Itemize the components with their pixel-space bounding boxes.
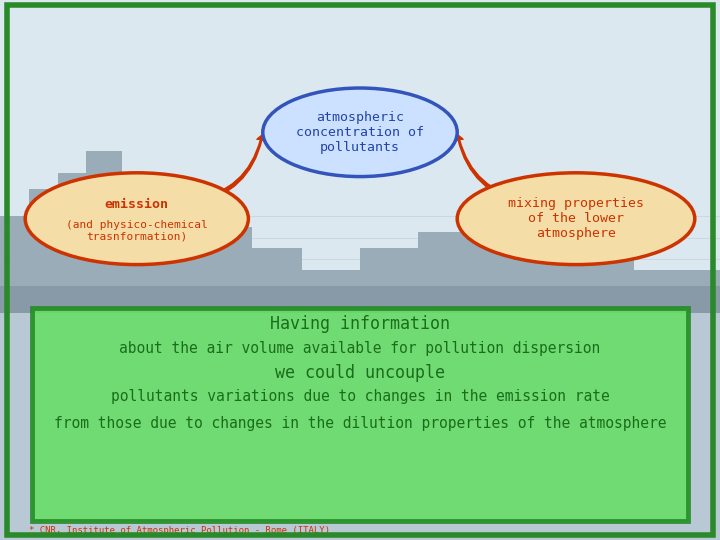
FancyBboxPatch shape <box>32 308 688 521</box>
Text: mixing properties
of the lower
atmosphere: mixing properties of the lower atmospher… <box>508 197 644 240</box>
Text: * CNR, Institute of Atmospheric Pollution - Rome (ITALY): * CNR, Institute of Atmospheric Pollutio… <box>29 526 330 535</box>
Polygon shape <box>0 286 720 313</box>
Text: atmospheric
concentration of
pollutants: atmospheric concentration of pollutants <box>296 111 424 154</box>
Text: pollutants variations due to changes in the emission rate: pollutants variations due to changes in … <box>111 389 609 404</box>
Text: about the air volume available for pollution dispersion: about the air volume available for pollu… <box>120 341 600 356</box>
Polygon shape <box>0 151 720 313</box>
FancyBboxPatch shape <box>0 302 720 540</box>
Text: (and physico-chemical
trasnformation): (and physico-chemical trasnformation) <box>66 220 207 241</box>
Text: we could uncouple: we could uncouple <box>275 363 445 382</box>
Text: Having information: Having information <box>270 315 450 333</box>
Ellipse shape <box>263 88 457 177</box>
Ellipse shape <box>457 173 695 265</box>
Text: emission: emission <box>105 198 168 211</box>
Text: from those due to changes in the dilution properties of the atmosphere: from those due to changes in the dilutio… <box>54 416 666 431</box>
Ellipse shape <box>25 173 248 265</box>
FancyBboxPatch shape <box>0 0 720 313</box>
